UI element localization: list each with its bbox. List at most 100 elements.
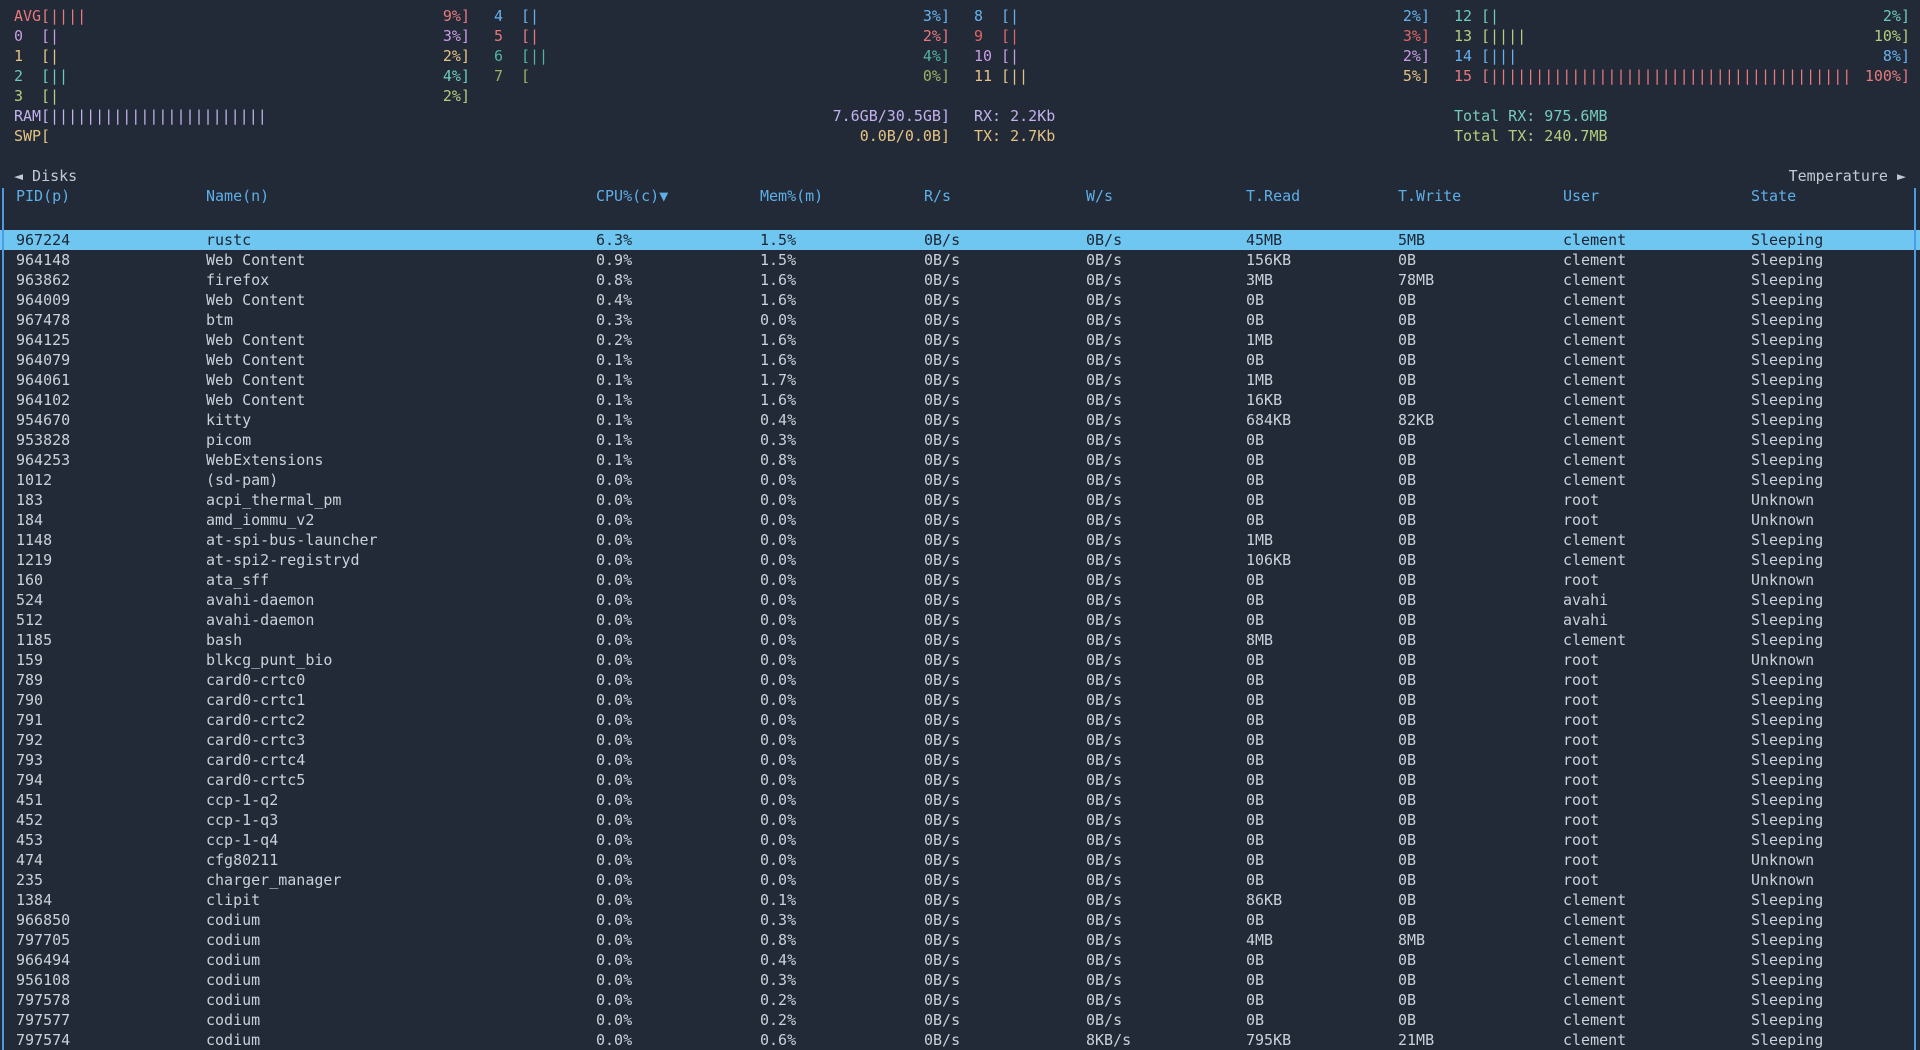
cell-total-read: 106KB xyxy=(1246,551,1292,569)
process-row-1185[interactable]: 1185 bash 0.0% 0.0% 0B/s 0B/s 8MB 0B clement Slee… xyxy=(0,630,1920,650)
process-row-956108[interactable]: 956108 codium 0.0% 0.3% 0B/s 0B/s 0B 0B clement S… xyxy=(0,970,1920,990)
process-row-964079[interactable]: 964079 Web Content 0.1% 1.6% 0B/s 0B/s 0B 0B cle… xyxy=(0,350,1920,370)
process-row-964009[interactable]: 964009 Web Content 0.4% 1.6% 0B/s 0B/s 0B 0B cle… xyxy=(0,290,1920,310)
cell-cpu: 0.3% xyxy=(596,311,633,329)
cell-total-write: 0B xyxy=(1398,591,1417,609)
column-header-total-read[interactable]: T.Read xyxy=(1246,187,1301,205)
cell-write-rate: 0B/s xyxy=(1086,751,1123,769)
process-row-954670[interactable]: 954670 kitty 0.1% 0.4% 0B/s 0B/s 684KB 82KB clem… xyxy=(0,410,1920,430)
process-row-474[interactable]: 474 cfg80211 0.0% 0.0% 0B/s 0B/s 0B 0B root Unkno… xyxy=(0,850,1920,870)
cell-cpu: 0.0% xyxy=(596,551,633,569)
column-header-name[interactable]: Name(n) xyxy=(206,187,270,205)
cell-pid: 159 xyxy=(16,651,44,669)
process-row-964125[interactable]: 964125 Web Content 0.2% 1.6% 0B/s 0B/s 1MB 0B cl… xyxy=(0,330,1920,350)
process-row-512[interactable]: 512 avahi-daemon 0.0% 0.0% 0B/s 0B/s 0B 0B avahi… xyxy=(0,610,1920,630)
process-row-963862[interactable]: 963862 firefox 0.8% 1.6% 0B/s 0B/s 3MB 78MB clem… xyxy=(0,270,1920,290)
process-row-789[interactable]: 789 card0-crtc0 0.0% 0.0% 0B/s 0B/s 0B 0B root Sl… xyxy=(0,670,1920,690)
process-row-791[interactable]: 791 card0-crtc2 0.0% 0.0% 0B/s 0B/s 0B 0B root Sl… xyxy=(0,710,1920,730)
process-row-964102[interactable]: 964102 Web Content 0.1% 1.6% 0B/s 0B/s 16KB 0B c… xyxy=(0,390,1920,410)
process-row-160[interactable]: 160 ata_sff 0.0% 0.0% 0B/s 0B/s 0B 0B root Unknow… xyxy=(0,570,1920,590)
cell-name: picom xyxy=(206,431,252,449)
process-row-453[interactable]: 453 ccp-1-q4 0.0% 0.0% 0B/s 0B/s 0B 0B root Sleep… xyxy=(0,830,1920,850)
process-row-524[interactable]: 524 avahi-daemon 0.0% 0.0% 0B/s 0B/s 0B 0B avahi… xyxy=(0,590,1920,610)
nav-temperature-right[interactable]: Temperature ► xyxy=(1788,167,1906,185)
cell-pid: 792 xyxy=(16,731,44,749)
process-row-451[interactable]: 451 ccp-1-q2 0.0% 0.0% 0B/s 0B/s 0B 0B root Sleep… xyxy=(0,790,1920,810)
cell-mem: 1.5% xyxy=(760,231,797,249)
cell-total-write: 0B xyxy=(1398,971,1417,989)
column-header-total-write[interactable]: T.Write xyxy=(1398,187,1462,205)
cell-name: ccp-1-q4 xyxy=(206,831,279,849)
nav-disks-left[interactable]: ◄ Disks xyxy=(14,167,78,185)
cpu-column-2: 8[| 2%] 9[| 3%] 10[| 2%] 11[|| 5%] xyxy=(974,6,1430,106)
cell-name: rustc xyxy=(206,231,252,249)
process-row-953828[interactable]: 953828 picom 0.1% 0.3% 0B/s 0B/s 0B 0B clement Sl… xyxy=(0,430,1920,450)
process-row-792[interactable]: 792 card0-crtc3 0.0% 0.0% 0B/s 0B/s 0B 0B root Sl… xyxy=(0,730,1920,750)
process-row-1012[interactable]: 1012 (sd-pam) 0.0% 0.0% 0B/s 0B/s 0B 0B clement S… xyxy=(0,470,1920,490)
process-row-964253[interactable]: 964253 WebExtensions 0.1% 0.8% 0B/s 0B/s 0B 0B c… xyxy=(0,450,1920,470)
cell-read-rate: 0B/s xyxy=(924,971,961,989)
process-row-1219[interactable]: 1219 at-spi2-registryd 0.0% 0.0% 0B/s 0B/s 106… xyxy=(0,550,1920,570)
bracket-open: [ xyxy=(41,7,51,25)
process-row-184[interactable]: 184 amd_iommu_v2 0.0% 0.0% 0B/s 0B/s 0B 0B root U… xyxy=(0,510,1920,530)
process-row-452[interactable]: 452 ccp-1-q3 0.0% 0.0% 0B/s 0B/s 0B 0B root Sleep… xyxy=(0,810,1920,830)
column-header-cpu[interactable]: CPU%(c)▼ xyxy=(596,187,669,205)
column-header-user[interactable]: User xyxy=(1563,187,1600,205)
cpu-bar: | xyxy=(1010,27,1020,45)
column-header-read-rate[interactable]: R/s xyxy=(924,187,952,205)
bracket-open: [ xyxy=(1481,27,1491,45)
cell-user: root xyxy=(1563,771,1600,789)
cell-user: avahi xyxy=(1563,591,1609,609)
process-row-967478[interactable]: 967478 btm 0.3% 0.0% 0B/s 0B/s 0B 0B clement Slee… xyxy=(0,310,1920,330)
cell-pid: 967478 xyxy=(16,311,71,329)
cpu-label: 9 xyxy=(974,27,984,45)
cell-user: clement xyxy=(1563,251,1627,269)
process-row-966850[interactable]: 966850 codium 0.0% 0.3% 0B/s 0B/s 0B 0B clement S… xyxy=(0,910,1920,930)
process-row-964061[interactable]: 964061 Web Content 0.1% 1.7% 0B/s 0B/s 1MB 0B cl… xyxy=(0,370,1920,390)
cell-cpu: 0.1% xyxy=(596,371,633,389)
cell-user: clement xyxy=(1563,231,1627,249)
process-row-797577[interactable]: 797577 codium 0.0% 0.2% 0B/s 0B/s 0B 0B clement S… xyxy=(0,1010,1920,1030)
process-row-797574[interactable]: 797574 codium 0.0% 0.6% 0B/s 8KB/s 795KB 21MB cl… xyxy=(0,1030,1920,1050)
bracket-open: [ xyxy=(41,127,51,145)
cell-total-read: 0B xyxy=(1246,791,1265,809)
cell-read-rate: 0B/s xyxy=(924,291,961,309)
process-row-793[interactable]: 793 card0-crtc4 0.0% 0.0% 0B/s 0B/s 0B 0B root Sl… xyxy=(0,750,1920,770)
cell-write-rate: 0B/s xyxy=(1086,511,1123,529)
cell-read-rate: 0B/s xyxy=(924,611,961,629)
process-row-967224[interactable]: 967224 rustc 6.3% 1.5% 0B/s 0B/s 45MB 5MB clemen… xyxy=(0,230,1920,250)
cell-cpu: 6.3% xyxy=(596,231,633,249)
process-row-235[interactable]: 235 charger_manager 0.0% 0.0% 0B/s 0B/s 0B 0B ro… xyxy=(0,870,1920,890)
ram-value: 7.6GB/30.5GB xyxy=(832,107,941,125)
cpu-gauge-2: 2 [|| 4%] xyxy=(14,66,470,86)
column-header-state[interactable]: State xyxy=(1751,187,1797,205)
process-row-966494[interactable]: 966494 codium 0.0% 0.4% 0B/s 0B/s 0B 0B clement S… xyxy=(0,950,1920,970)
cell-write-rate: 0B/s xyxy=(1086,651,1123,669)
process-row-797705[interactable]: 797705 codium 0.0% 0.8% 0B/s 0B/s 4MB 8MB clemen… xyxy=(0,930,1920,950)
process-row-964148[interactable]: 964148 Web Content 0.9% 1.5% 0B/s 0B/s 156KB 0B… xyxy=(0,250,1920,270)
process-row-1148[interactable]: 1148 at-spi-bus-launcher 0.0% 0.0% 0B/s 0B/s 1… xyxy=(0,530,1920,550)
cell-write-rate: 0B/s xyxy=(1086,371,1123,389)
cell-read-rate: 0B/s xyxy=(924,831,961,849)
process-row-797578[interactable]: 797578 codium 0.0% 0.2% 0B/s 0B/s 0B 0B clement S… xyxy=(0,990,1920,1010)
process-row-1384[interactable]: 1384 clipit 0.0% 0.1% 0B/s 0B/s 86KB 0B clement S… xyxy=(0,890,1920,910)
bracket-open: [ xyxy=(41,27,51,45)
cell-state: Sleeping xyxy=(1751,831,1824,849)
column-header-mem[interactable]: Mem%(m) xyxy=(760,187,824,205)
process-row-183[interactable]: 183 acpi_thermal_pm 0.0% 0.0% 0B/s 0B/s 0B 0B ro… xyxy=(0,490,1920,510)
cell-total-write: 0B xyxy=(1398,1011,1417,1029)
column-header-write-rate[interactable]: W/s xyxy=(1086,187,1114,205)
cell-mem: 0.3% xyxy=(760,911,797,929)
cell-total-write: 0B xyxy=(1398,311,1417,329)
cell-mem: 1.6% xyxy=(760,351,797,369)
process-row-794[interactable]: 794 card0-crtc5 0.0% 0.0% 0B/s 0B/s 0B 0B root Sl… xyxy=(0,770,1920,790)
cell-total-write: 0B xyxy=(1398,471,1417,489)
cell-total-read: 1MB xyxy=(1246,371,1274,389)
column-header-pid[interactable]: PID(p) xyxy=(16,187,71,205)
cpu-value: 10% xyxy=(1873,27,1901,45)
process-row-159[interactable]: 159 blkcg_punt_bio 0.0% 0.0% 0B/s 0B/s 0B 0B roo… xyxy=(0,650,1920,670)
cell-cpu: 0.0% xyxy=(596,1031,633,1049)
cpu-label: 11 xyxy=(974,67,993,85)
process-row-790[interactable]: 790 card0-crtc1 0.0% 0.0% 0B/s 0B/s 0B 0B root Sl… xyxy=(0,690,1920,710)
cpu-value: 2% xyxy=(922,27,941,45)
